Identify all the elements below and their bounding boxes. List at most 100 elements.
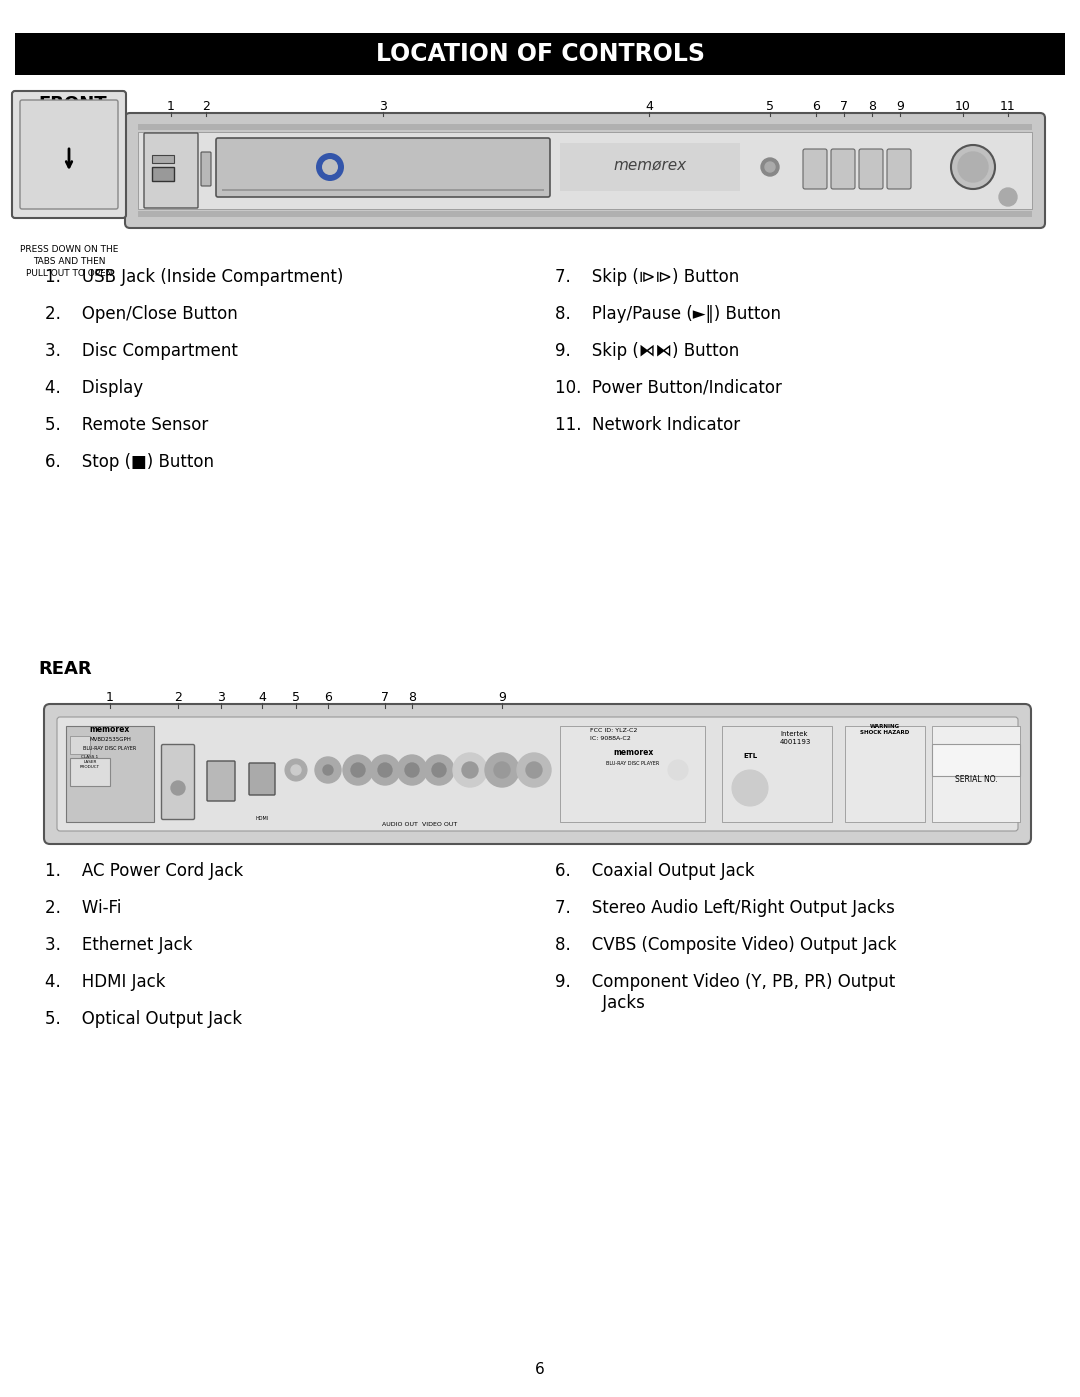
- FancyBboxPatch shape: [201, 152, 211, 186]
- Text: 2: 2: [174, 692, 181, 704]
- Text: 7.    Skip (⧐⧐) Button: 7. Skip (⧐⧐) Button: [555, 268, 739, 286]
- Bar: [15, 34, 1065, 75]
- Text: SERIAL NO.: SERIAL NO.: [955, 775, 997, 784]
- Bar: [138, 211, 1032, 217]
- FancyBboxPatch shape: [44, 704, 1031, 844]
- Bar: [138, 131, 1032, 210]
- Text: 6.    Coaxial Output Jack: 6. Coaxial Output Jack: [555, 862, 755, 880]
- FancyBboxPatch shape: [887, 149, 912, 189]
- Text: WARNING
SHOCK HAZARD: WARNING SHOCK HAZARD: [861, 724, 909, 735]
- Circle shape: [316, 154, 345, 182]
- Text: CLASS 1
LASER
PRODUCT: CLASS 1 LASER PRODUCT: [80, 756, 100, 768]
- Text: 7: 7: [381, 692, 389, 704]
- Text: memorex: memorex: [612, 747, 653, 757]
- Text: 5.    Remote Sensor: 5. Remote Sensor: [45, 416, 208, 434]
- Text: 5.    Optical Output Jack: 5. Optical Output Jack: [45, 1010, 242, 1028]
- Circle shape: [285, 759, 307, 781]
- Text: FRONT: FRONT: [38, 95, 107, 113]
- Bar: [66, 726, 154, 821]
- Text: 4.    HDMI Jack: 4. HDMI Jack: [45, 972, 165, 990]
- Bar: [932, 726, 1020, 821]
- Text: 7.    Stereo Audio Left/Right Output Jacks: 7. Stereo Audio Left/Right Output Jacks: [555, 900, 895, 916]
- Bar: [138, 124, 1032, 130]
- FancyBboxPatch shape: [57, 717, 1018, 831]
- Text: 4.    Display: 4. Display: [45, 379, 144, 397]
- Text: 6.    Stop (■) Button: 6. Stop (■) Button: [45, 453, 214, 471]
- Text: REAR: REAR: [38, 659, 92, 678]
- Circle shape: [378, 763, 392, 777]
- Text: 11: 11: [1000, 101, 1016, 113]
- Text: 4: 4: [645, 101, 653, 113]
- Text: FCC ID: YLZ-C2: FCC ID: YLZ-C2: [590, 728, 637, 733]
- Text: 3: 3: [217, 692, 225, 704]
- Text: 5: 5: [292, 692, 300, 704]
- Text: 9.    Component Video (Y, PB, PR) Output
         Jacks: 9. Component Video (Y, PB, PR) Output Ja…: [555, 972, 895, 1011]
- Text: ETL: ETL: [743, 753, 757, 759]
- Circle shape: [951, 145, 995, 189]
- Bar: [561, 142, 740, 191]
- Text: BLU-RAY DISC PLAYER: BLU-RAY DISC PLAYER: [606, 761, 660, 766]
- Text: memørex: memørex: [613, 158, 687, 172]
- FancyBboxPatch shape: [12, 91, 126, 218]
- Circle shape: [761, 158, 779, 176]
- Circle shape: [462, 761, 478, 778]
- Circle shape: [526, 761, 542, 778]
- Bar: [70, 759, 110, 787]
- FancyBboxPatch shape: [859, 149, 883, 189]
- Text: 8: 8: [868, 101, 876, 113]
- Circle shape: [494, 761, 510, 778]
- Text: 10: 10: [955, 101, 971, 113]
- Text: 4001193: 4001193: [780, 739, 811, 745]
- Text: PRESS DOWN ON THE
TABS AND THEN
PULL OUT TO OPEN: PRESS DOWN ON THE TABS AND THEN PULL OUT…: [19, 244, 118, 278]
- Text: 8: 8: [408, 692, 416, 704]
- Text: 3.    Ethernet Jack: 3. Ethernet Jack: [45, 936, 192, 954]
- Circle shape: [669, 760, 688, 780]
- Text: 3: 3: [379, 101, 387, 113]
- Circle shape: [517, 753, 551, 787]
- Text: 6: 6: [812, 101, 820, 113]
- Text: 3.    Disc Compartment: 3. Disc Compartment: [45, 342, 238, 360]
- Text: 2.    Wi-Fi: 2. Wi-Fi: [45, 900, 121, 916]
- Bar: [932, 745, 1020, 775]
- Text: 1.    AC Power Cord Jack: 1. AC Power Cord Jack: [45, 862, 243, 880]
- Circle shape: [343, 754, 373, 785]
- Circle shape: [351, 763, 365, 777]
- Text: IC: 9088A-C2: IC: 9088A-C2: [590, 736, 631, 740]
- Text: 1: 1: [167, 101, 175, 113]
- Circle shape: [432, 763, 446, 777]
- Bar: [222, 189, 544, 191]
- Circle shape: [171, 781, 185, 795]
- Circle shape: [323, 766, 333, 775]
- Circle shape: [370, 754, 400, 785]
- Circle shape: [485, 753, 519, 787]
- Text: 2: 2: [202, 101, 210, 113]
- Text: 9: 9: [498, 692, 505, 704]
- FancyBboxPatch shape: [249, 763, 275, 795]
- Text: VIDEO OUT: VIDEO OUT: [422, 821, 458, 827]
- Circle shape: [453, 753, 487, 787]
- FancyBboxPatch shape: [21, 101, 118, 210]
- Circle shape: [315, 757, 341, 782]
- Circle shape: [732, 770, 768, 806]
- Circle shape: [397, 754, 427, 785]
- Text: LOCATION OF CONTROLS: LOCATION OF CONTROLS: [376, 42, 704, 66]
- Circle shape: [322, 159, 338, 175]
- Text: HDMI: HDMI: [255, 816, 269, 821]
- Text: 7: 7: [840, 101, 848, 113]
- Circle shape: [405, 763, 419, 777]
- Text: AUDIO OUT: AUDIO OUT: [382, 821, 418, 827]
- Circle shape: [958, 152, 988, 182]
- FancyBboxPatch shape: [125, 113, 1045, 228]
- Circle shape: [291, 766, 301, 775]
- FancyBboxPatch shape: [144, 133, 198, 208]
- Bar: [152, 168, 174, 182]
- Bar: [845, 726, 924, 821]
- Bar: [70, 736, 90, 754]
- Text: 1: 1: [106, 692, 113, 704]
- Text: 6: 6: [324, 692, 332, 704]
- Text: 10.  Power Button/Indicator: 10. Power Button/Indicator: [555, 379, 782, 397]
- Text: 2.    Open/Close Button: 2. Open/Close Button: [45, 305, 238, 323]
- Text: 11.  Network Indicator: 11. Network Indicator: [555, 416, 740, 434]
- Text: 8.    Play/Pause (►‖) Button: 8. Play/Pause (►‖) Button: [555, 305, 781, 323]
- Bar: [561, 726, 705, 821]
